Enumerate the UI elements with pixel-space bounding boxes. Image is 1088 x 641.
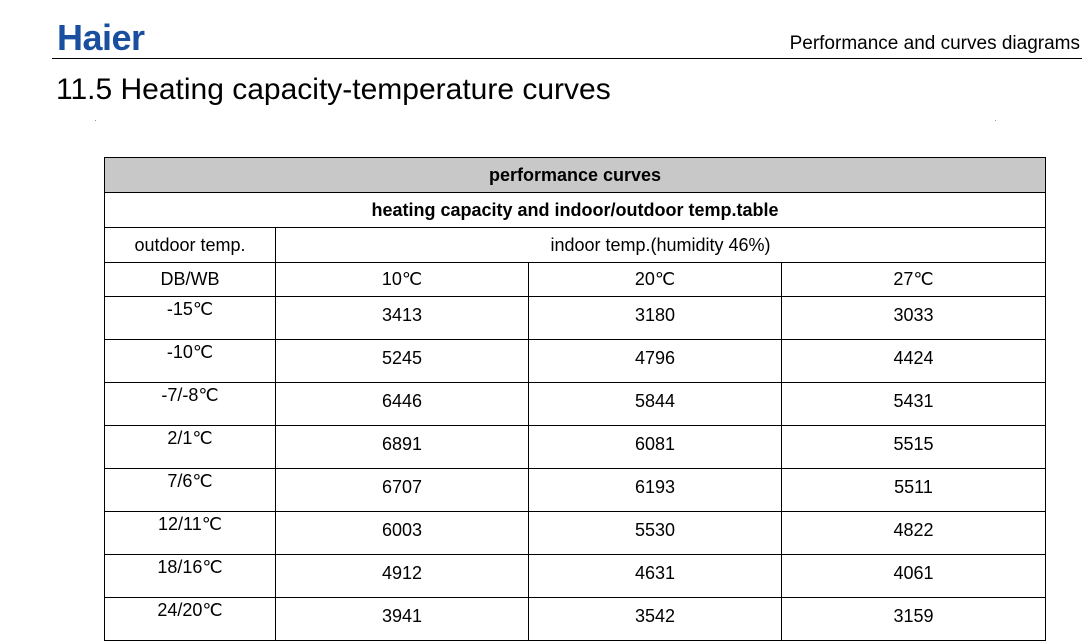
table-header-row: outdoor temp. indoor temp.(humidity 46%) — [104, 227, 1047, 263]
outdoor-temp-cell: 24/20℃ — [104, 597, 276, 641]
capacity-cell: 4822 — [780, 511, 1047, 555]
table-units-row: DB/WB 10℃ 20℃ 27℃ — [104, 262, 1047, 297]
indoor-column-header: 10℃ — [275, 262, 529, 297]
performance-table: performance curves heating capacity and … — [103, 157, 1047, 641]
capacity-cell: 5844 — [528, 382, 782, 426]
table-subtitle-row: heating capacity and indoor/outdoor temp… — [103, 192, 1047, 228]
corner-mark-left — [95, 120, 96, 121]
capacity-cell: 3159 — [780, 597, 1047, 641]
table-row: 12/11℃ 6003 5530 4822 — [104, 511, 1047, 555]
table-row: 18/16℃ 4912 4631 4061 — [104, 554, 1047, 598]
table-title: performance curves — [103, 157, 1047, 193]
capacity-cell: 3542 — [528, 597, 782, 641]
capacity-cell: 5515 — [780, 425, 1047, 469]
outdoor-temp-cell: -15℃ — [104, 296, 276, 340]
capacity-cell: 4424 — [780, 339, 1047, 383]
table-row: 24/20℃ 3941 3542 3159 — [104, 597, 1047, 641]
capacity-cell: 5530 — [528, 511, 782, 555]
capacity-cell: 3413 — [275, 296, 529, 340]
capacity-cell: 6446 — [275, 382, 529, 426]
outdoor-temp-header: outdoor temp. — [104, 227, 276, 263]
header-divider — [52, 58, 1082, 59]
table-row: -15℃ 3413 3180 3033 — [104, 296, 1047, 340]
table-subtitle: heating capacity and indoor/outdoor temp… — [103, 192, 1047, 228]
capacity-cell: 6891 — [275, 425, 529, 469]
capacity-cell: 5431 — [780, 382, 1047, 426]
capacity-cell: 6003 — [275, 511, 529, 555]
capacity-cell: 6081 — [528, 425, 782, 469]
outdoor-temp-cell: 18/16℃ — [104, 554, 276, 598]
capacity-cell: 3941 — [275, 597, 529, 641]
outdoor-temp-cell: -10℃ — [104, 339, 276, 383]
capacity-cell: 5511 — [780, 468, 1047, 512]
table-row: 7/6℃ 6707 6193 5511 — [104, 468, 1047, 512]
outdoor-unit-label: DB/WB — [104, 262, 276, 297]
outdoor-temp-cell: 7/6℃ — [104, 468, 276, 512]
capacity-cell: 4796 — [528, 339, 782, 383]
outdoor-temp-cell: 2/1℃ — [104, 425, 276, 469]
haier-logo: Haier — [57, 17, 145, 58]
outdoor-temp-cell: 12/11℃ — [104, 511, 276, 555]
outdoor-temp-cell: -7/-8℃ — [104, 382, 276, 426]
capacity-cell: 6707 — [275, 468, 529, 512]
table-row: 2/1℃ 6891 6081 5515 — [104, 425, 1047, 469]
page-title: 11.5 Heating capacity-temperature curves — [56, 73, 611, 106]
table-row: -10℃ 5245 4796 4424 — [104, 339, 1047, 383]
indoor-column-header: 20℃ — [528, 262, 782, 297]
indoor-column-header: 27℃ — [780, 262, 1047, 297]
corner-mark-right — [995, 120, 996, 121]
capacity-cell: 4912 — [275, 554, 529, 598]
table-title-row: performance curves — [103, 157, 1047, 193]
capacity-cell: 5245 — [275, 339, 529, 383]
capacity-cell: 4061 — [780, 554, 1047, 598]
table-row: -7/-8℃ 6446 5844 5431 — [104, 382, 1047, 426]
capacity-cell: 3033 — [780, 296, 1047, 340]
indoor-temp-header: indoor temp.(humidity 46%) — [274, 227, 1047, 263]
capacity-cell: 4631 — [528, 554, 782, 598]
section-label: Performance and curves diagrams — [789, 33, 1080, 54]
capacity-cell: 6193 — [528, 468, 782, 512]
capacity-cell: 3180 — [528, 296, 782, 340]
